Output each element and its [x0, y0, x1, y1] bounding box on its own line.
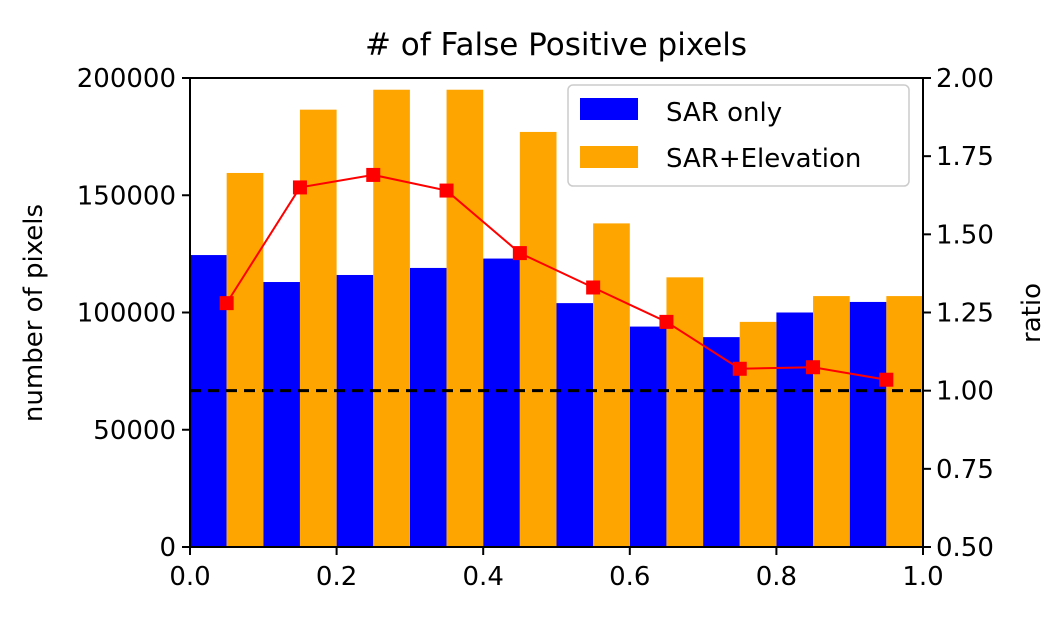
- y2-tick-label-1: 0.75: [936, 455, 994, 485]
- legend: SAR only SAR+Elevation: [567, 84, 910, 187]
- y-axis-left: 0 50000 100000 150000 200000: [77, 64, 190, 563]
- x-tick-label-3: 0.6: [609, 562, 650, 592]
- legend-swatch-sar-elevation: [580, 146, 638, 168]
- y-tick-label-0: 0: [159, 533, 176, 563]
- y-tick-label-1: 50000: [93, 416, 176, 446]
- legend-label-sar-only: SAR only: [666, 98, 782, 128]
- x-tick-label-1: 0.2: [316, 562, 357, 592]
- y2-tick-label-3: 1.25: [936, 299, 994, 329]
- x-tick-label-4: 0.8: [756, 562, 797, 592]
- bar-sar-only-1: [263, 282, 300, 547]
- y2-axis-label: ratio: [1017, 283, 1047, 343]
- ratio-marker-1: [292, 180, 307, 195]
- y2-tick-label-6: 2.00: [936, 64, 994, 94]
- y2-tick-label-0: 0.50: [936, 533, 994, 563]
- bar-sar-only-5: [556, 303, 594, 547]
- bar-sar-elevation-3: [446, 89, 484, 547]
- x-tick-label-0: 0.0: [169, 562, 210, 592]
- y-axis-right: 0.50 0.75 1.00 1.25 1.50 1.75 2.00: [923, 64, 994, 563]
- y-tick-label-4: 200000: [77, 64, 176, 94]
- ratio-line-layer: [219, 167, 894, 387]
- bar-sar-only-8: [776, 312, 814, 547]
- bar-sar-only-3: [409, 267, 447, 547]
- bar-sar-elevation-7: [739, 321, 777, 547]
- chart-title: # of False Positive pixels: [365, 27, 747, 63]
- ratio-line: [225, 173, 887, 381]
- y2-tick-label-2: 1.00: [936, 377, 994, 407]
- bar-sar-elevation-9: [886, 296, 923, 547]
- bar-sar-only-6: [629, 326, 667, 547]
- x-tick-label-5: 1.0: [902, 562, 943, 592]
- y-axis-label: number of pixels: [19, 204, 49, 422]
- ratio-marker-8: [806, 360, 821, 375]
- ratio-marker-0: [219, 296, 234, 311]
- y2-tick-label-4: 1.50: [936, 220, 994, 250]
- bar-sar-elevation-4: [519, 131, 557, 547]
- legend-swatch-sar-only: [580, 98, 638, 120]
- y-tick-label-3: 150000: [77, 181, 176, 211]
- bar-sar-elevation-5: [593, 223, 630, 547]
- y-tick-label-2: 100000: [77, 299, 176, 329]
- legend-box: [567, 84, 910, 187]
- ratio-marker-4: [512, 246, 527, 261]
- ratio-marker-9: [879, 372, 894, 387]
- bars-layer: [190, 89, 923, 548]
- x-tick-label-2: 0.4: [463, 562, 504, 592]
- bar-sar-only-2: [336, 274, 374, 547]
- bar-sar-elevation-0: [226, 172, 264, 547]
- ratio-marker-6: [659, 314, 674, 329]
- bar-sar-elevation-8: [813, 296, 850, 547]
- bar-sar-only-9: [849, 301, 887, 547]
- bar-sar-elevation-2: [373, 89, 410, 547]
- x-axis: 0.0 0.2 0.4 0.6 0.8 1.0: [169, 547, 944, 592]
- ratio-marker-5: [586, 280, 601, 295]
- bar-sar-elevation-1: [299, 109, 337, 547]
- ratio-marker-2: [366, 167, 381, 182]
- y2-tick-label-5: 1.75: [936, 142, 994, 172]
- bar-sar-only-4: [483, 258, 520, 547]
- ratio-marker-7: [732, 361, 747, 376]
- legend-label-sar-elevation: SAR+Elevation: [666, 144, 861, 174]
- ratio-marker-3: [439, 183, 454, 198]
